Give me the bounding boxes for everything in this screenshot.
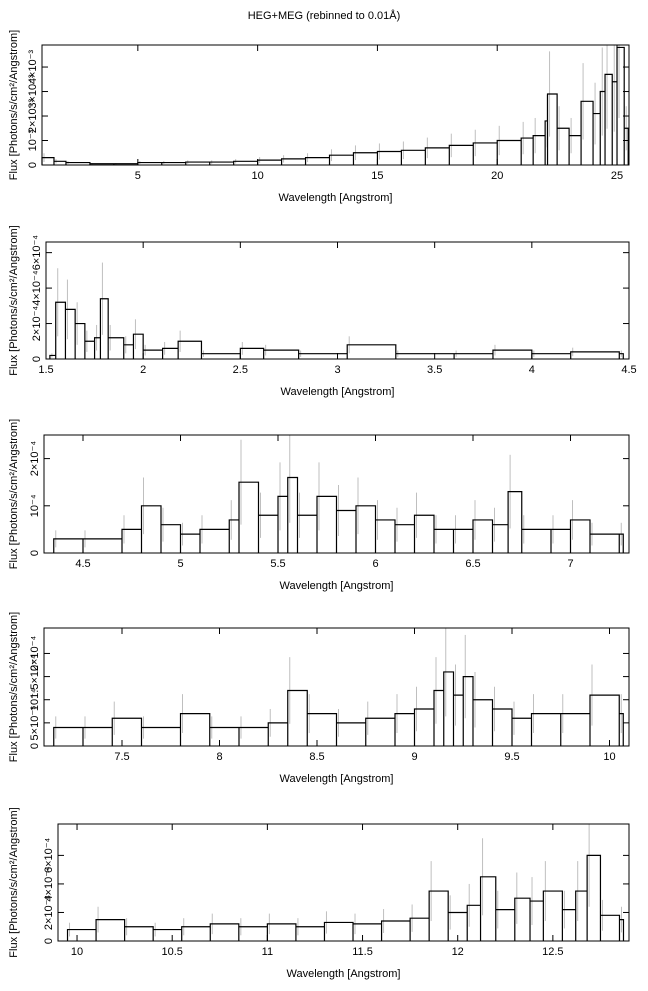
spectrum-panel-2: 1.5 2 2.5 3 3.5 4 4.5 0 2×10⁻⁴4×10⁻⁴6×10⁻⁴ Wavele… (8, 225, 637, 398)
y-tick-label: 1.5×10⁻⁴ (29, 654, 41, 699)
x-tick-label: 12.5 (542, 946, 563, 958)
y-tick-label: 3×10⁻³ (27, 74, 39, 109)
x-tick-label: 20 (491, 170, 503, 182)
y-tick-label: 6×10⁻⁴ (31, 235, 43, 271)
y-tick-label: 2×10⁻⁴ (29, 441, 41, 477)
x-tick-label: 6.5 (465, 558, 480, 570)
x-tick-label: 3 (334, 364, 340, 376)
plot-frame (43, 434, 630, 554)
y-axis-label: Flux [Photons/s/cm²/Angstrom] (8, 30, 20, 180)
spectrum-panel-5: 10 10.5 11 11.5 12 12.5 0 2×10⁻⁴4×10⁻⁴6×10⁻⁴ Wav… (8, 807, 630, 980)
x-tick-label: 11.5 (352, 946, 373, 958)
y-tick-label: 2×10⁻⁴ (29, 636, 41, 672)
x-tick-label: 2 (140, 364, 146, 376)
x-axis-label: Wavelength [Angstrom] (280, 773, 394, 785)
plot-frame (57, 823, 630, 942)
spectrum-line (53, 476, 624, 553)
y-axis-label: Flux [Photons/s/cm²/Angstrom] (8, 419, 20, 569)
y-tick-label: 4×10⁻³ (27, 50, 39, 85)
y-tick-label: 10⁻³ (27, 129, 39, 151)
x-tick-label: 7 (567, 558, 573, 570)
x-axis-label: Wavelength [Angstrom] (287, 968, 401, 980)
y-tick-label: 10⁻⁴ (29, 688, 41, 711)
x-tick-label: 10 (252, 170, 264, 182)
x-tick-label: 4.5 (621, 364, 636, 376)
figure-title: HEG+MEG (rebinned to 0.01Å) (247, 10, 401, 22)
x-tick-label: 15 (371, 170, 383, 182)
x-tick-label: 9 (411, 751, 417, 763)
x-tick-label: 8.5 (309, 751, 324, 763)
y-axis-label: Flux [Photons/s/cm²/Angstrom] (8, 225, 20, 375)
x-tick-label: 5 (177, 558, 183, 570)
x-axis-label: Wavelength [Angstrom] (279, 192, 393, 204)
x-tick-label: 7.5 (114, 751, 129, 763)
x-tick-label: 5 (135, 170, 141, 182)
y-tick-label: 0 (29, 550, 41, 556)
y-tick-label: 4×10⁻⁴ (43, 866, 55, 902)
x-tick-label: 8 (216, 751, 222, 763)
y-axis-label: Flux [Photons/s/cm²/Angstrom] (8, 807, 20, 957)
y-axis-label: Flux [Photons/s/cm²/Angstrom] (8, 612, 20, 762)
spectrum-panel-1: 5 10 15 20 25 0 10⁻³2×10⁻³3×10⁻³4×10⁻³ Waveleng… (8, 30, 630, 204)
x-tick-label: 1.5 (38, 364, 53, 376)
y-tick-label: 2×10⁻³ (27, 99, 39, 134)
y-tick-label: 0 (29, 743, 41, 749)
x-tick-label: 4 (529, 364, 535, 376)
spectrum-line (53, 671, 624, 746)
spectrum-panel-4: 7.5 8 8.5 9 9.5 10 0 5×10⁻⁵10⁻⁴1.5×10⁻⁴2×10⁻⁴ Wa… (8, 612, 630, 785)
y-tick-label: 5×10⁻⁵ (29, 705, 41, 740)
x-tick-label: 10 (71, 946, 83, 958)
x-tick-label: 2.5 (233, 364, 248, 376)
y-tick-label: 0 (27, 162, 39, 168)
x-tick-label: 5.5 (270, 558, 285, 570)
y-tick-label: 4×10⁻⁴ (31, 270, 43, 306)
plot-frame (41, 44, 630, 166)
x-axis-label: Wavelength [Angstrom] (281, 386, 395, 398)
plot-frame (43, 627, 630, 747)
x-tick-label: 3.5 (427, 364, 442, 376)
y-tick-label: 0 (43, 938, 55, 944)
x-tick-label: 11 (262, 946, 273, 958)
x-tick-label: 12 (452, 946, 464, 958)
x-tick-label: 9.5 (504, 751, 519, 763)
x-tick-label: 6 (372, 558, 378, 570)
y-tick-label: 2×10⁻⁴ (43, 895, 55, 931)
y-tick-label: 0 (31, 356, 43, 362)
x-axis-label: Wavelength [Angstrom] (280, 580, 394, 592)
spectrum-panel-3: 4.5 5 5.5 6 6.5 7 0 10⁻⁴ 2×10⁻⁴ Wavelength [Angst… (8, 419, 630, 592)
spectrum-line (66, 854, 625, 941)
y-tick-label: 2×10⁻⁴ (31, 306, 43, 342)
x-tick-label: 4.5 (75, 558, 90, 570)
x-tick-label: 25 (611, 170, 623, 182)
x-tick-label: 10.5 (161, 946, 182, 958)
x-tick-label: 10 (603, 751, 615, 763)
spectrum-line (41, 46, 629, 165)
y-tick-label: 10⁻⁴ (29, 494, 41, 517)
y-tick-label: 6×10⁻⁴ (43, 837, 55, 873)
